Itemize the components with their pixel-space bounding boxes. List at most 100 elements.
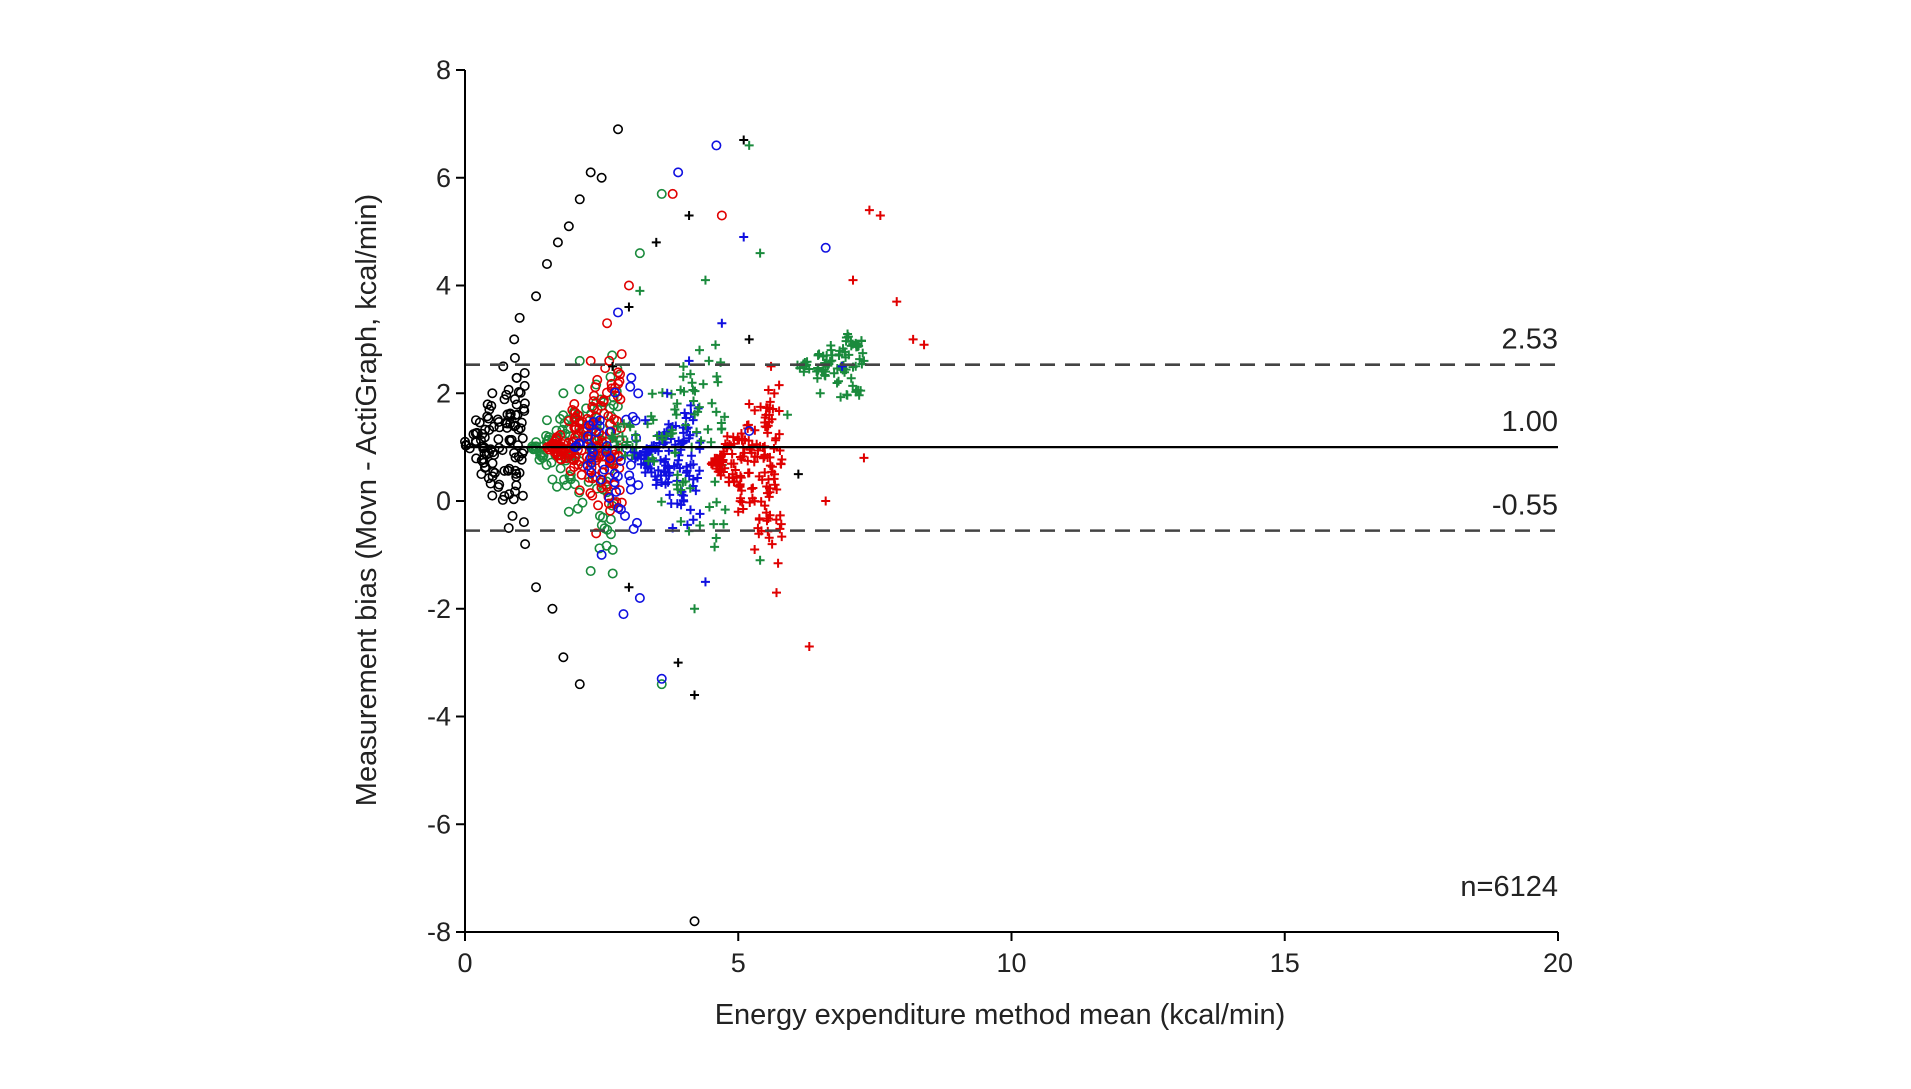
- data-point: [650, 471, 660, 481]
- data-point: [620, 451, 630, 461]
- data-point: [707, 457, 717, 467]
- data-point: [700, 577, 710, 587]
- x-tick-label: 15: [1270, 948, 1300, 978]
- data-point: [624, 582, 634, 592]
- data-point: [514, 312, 525, 323]
- data-point: [679, 387, 689, 397]
- data-point: [597, 459, 608, 470]
- data-point: [608, 361, 618, 371]
- data-point: [653, 465, 663, 475]
- data-point: [752, 452, 762, 462]
- data-point: [767, 539, 777, 549]
- data-point: [717, 318, 727, 328]
- data-point: [685, 505, 695, 515]
- data-point: [651, 237, 661, 247]
- data-point: [671, 410, 681, 420]
- data-point: [848, 275, 858, 285]
- data-point: [777, 532, 787, 542]
- data-point: [624, 470, 635, 481]
- data-point: [743, 456, 753, 466]
- data-point: [713, 377, 723, 387]
- data-point: [607, 350, 618, 361]
- data-point: [764, 533, 774, 543]
- data-point: [703, 424, 713, 434]
- data-point: [484, 404, 495, 415]
- data-point: [574, 194, 585, 205]
- data-point: [722, 431, 732, 441]
- data-point: [613, 503, 624, 514]
- reference-lines: 2.53 1.00 -0.55: [465, 324, 1558, 532]
- data-point: [689, 916, 700, 927]
- data-point: [487, 490, 498, 501]
- data-point: [611, 486, 622, 497]
- data-point: [536, 451, 547, 462]
- data-point: [593, 500, 604, 511]
- data-point: [600, 363, 611, 374]
- data-point: [685, 483, 695, 493]
- data-point: [684, 433, 694, 443]
- data-point: [744, 425, 755, 436]
- data-point: [667, 188, 678, 199]
- data-point: [531, 291, 542, 302]
- data-point: [545, 440, 556, 451]
- data-point: [497, 494, 508, 505]
- data-point: [585, 566, 596, 577]
- data-point: [694, 466, 704, 476]
- data-point: [563, 221, 574, 232]
- data-point: [518, 517, 529, 528]
- sample-size-annotation: n=6124: [1460, 871, 1558, 903]
- data-point: [760, 501, 770, 511]
- data-point: [821, 496, 831, 506]
- data-point: [738, 504, 748, 514]
- y-tick-label: 6: [436, 163, 451, 193]
- data-point: [690, 386, 700, 396]
- data-point: [729, 477, 739, 487]
- data-point: [588, 447, 599, 458]
- data-point: [574, 384, 585, 395]
- data-point: [820, 242, 831, 253]
- data-point: [690, 690, 700, 700]
- data-point: [858, 348, 868, 358]
- data-point: [770, 480, 780, 490]
- data-point: [832, 378, 842, 388]
- data-point: [590, 382, 601, 393]
- data-point: [594, 415, 605, 426]
- data-point: [706, 437, 716, 447]
- data-point: [488, 466, 499, 477]
- data-point: [509, 394, 520, 405]
- data-point: [551, 481, 562, 492]
- data-point: [609, 477, 620, 488]
- data-point: [510, 452, 521, 463]
- data-point: [614, 369, 625, 380]
- data-point: [487, 388, 498, 399]
- data-point: [552, 237, 563, 248]
- data-point: [572, 409, 583, 420]
- data-point: [625, 422, 635, 432]
- data-point: [478, 457, 489, 468]
- data-point: [563, 415, 574, 426]
- data-point: [625, 381, 636, 392]
- data-point: [774, 406, 784, 416]
- data-point: [744, 436, 754, 446]
- data-point: [672, 480, 682, 490]
- data-point: [647, 389, 657, 399]
- data-point: [588, 403, 599, 414]
- data-point: [919, 340, 929, 350]
- data-point: [680, 477, 690, 487]
- data-point: [720, 463, 730, 473]
- data-point: [595, 474, 606, 485]
- data-point: [585, 488, 596, 499]
- data-point: [711, 407, 721, 417]
- data-point: [676, 516, 686, 526]
- data-point: [692, 427, 702, 437]
- y-tick-label: -6: [427, 809, 451, 839]
- data-point: [864, 205, 874, 215]
- data-point: [631, 517, 642, 528]
- data-point: [739, 135, 749, 145]
- data-point: [743, 468, 753, 478]
- data-point: [855, 354, 865, 364]
- data-point: [503, 384, 514, 395]
- data-point: [716, 418, 726, 428]
- data-point: [582, 460, 593, 471]
- data-point: [656, 497, 666, 507]
